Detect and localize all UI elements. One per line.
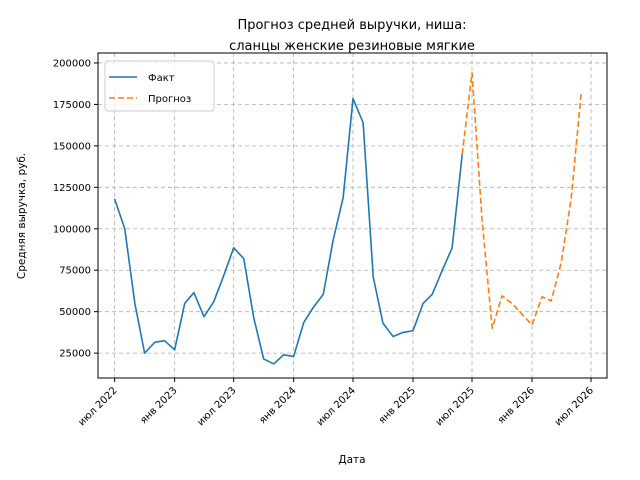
y-tick-label: 75000 <box>59 266 91 277</box>
y-tick-label: 175000 <box>53 100 91 111</box>
series-lines <box>113 72 583 365</box>
legend-label-forecast: Прогноз <box>148 94 191 105</box>
x-axis-label: Дата <box>338 454 365 466</box>
y-axis-ticks: 25000 50000 75000 100000 125000 150000 175000 2… <box>53 58 98 360</box>
y-axis-label: Средняя выручка, руб. <box>16 153 28 279</box>
chart-title-line-1: Прогноз средней выручки, ниша: <box>237 18 466 33</box>
y-tick-label: 200000 <box>53 58 91 69</box>
series-line-forecast <box>461 72 583 330</box>
series-line-fact <box>113 97 464 365</box>
y-tick-label: 125000 <box>53 183 91 194</box>
chart-title-line-2: сланцы женские резиновые мягкие <box>229 39 475 54</box>
grid <box>98 53 607 378</box>
plot-area-frame <box>97 52 608 379</box>
legend: Факт Прогноз <box>104 60 215 112</box>
y-tick-label: 100000 <box>53 224 91 235</box>
y-tick-label: 25000 <box>59 349 91 360</box>
y-tick-label: 150000 <box>53 141 91 152</box>
legend-label-fact: Факт <box>148 73 175 84</box>
y-tick-label: 50000 <box>59 307 91 318</box>
